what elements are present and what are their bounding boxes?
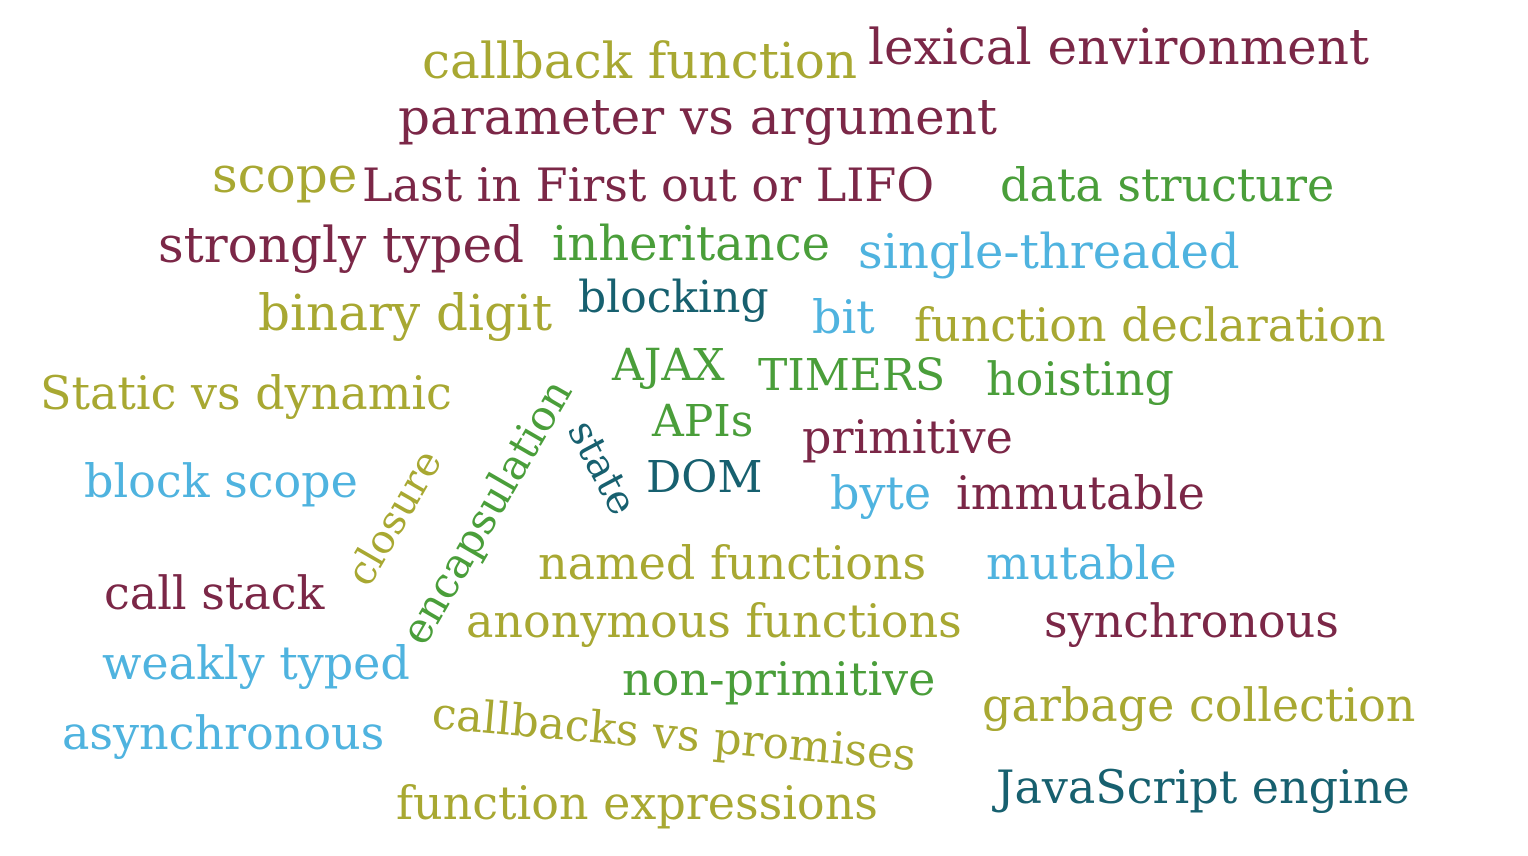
word-function-expressions: function expressions — [396, 776, 878, 830]
word-strongly-typed: strongly typed — [158, 216, 525, 274]
word-single-threaded: single-threaded — [858, 224, 1240, 280]
word-anonymous-functions: anonymous functions — [466, 594, 962, 648]
word-state: state — [558, 412, 646, 523]
word-static-vs-dynamic: Static vs dynamic — [40, 366, 452, 420]
word-ajax: AJAX — [612, 340, 725, 391]
word-synchronous: synchronous — [1044, 594, 1339, 648]
word-byte: byte — [830, 466, 932, 520]
word-binary-digit: binary digit — [258, 284, 553, 342]
word-hoisting: hoisting — [986, 352, 1174, 406]
word-call-stack: call stack — [104, 566, 325, 620]
word-lexical-environment: lexical environment — [868, 18, 1370, 76]
word-data-structure: data structure — [1000, 158, 1335, 212]
word-block-scope: block scope — [84, 454, 358, 508]
word-named-functions: named functions — [538, 536, 927, 590]
word-immutable: immutable — [956, 466, 1205, 520]
word-timers: TIMERS — [758, 350, 946, 401]
word-blocking: blocking — [578, 272, 769, 323]
word-last-in-first-out: Last in First out or LIFO — [362, 158, 935, 212]
word-scope: scope — [212, 146, 358, 204]
word-javascript-engine: JavaScript engine — [996, 760, 1410, 814]
word-callback-function: callback function — [422, 32, 858, 90]
word-function-declaration: function declaration — [914, 298, 1386, 352]
word-inheritance: inheritance — [552, 216, 830, 272]
word-non-primitive: non-primitive — [622, 652, 936, 706]
word-primitive: primitive — [802, 410, 1013, 464]
word-bit: bit — [812, 290, 875, 344]
word-dom: DOM — [646, 452, 763, 503]
word-parameter-vs-argument: parameter vs argument — [398, 88, 998, 146]
word-asynchronous: asynchronous — [62, 706, 385, 760]
word-mutable: mutable — [986, 536, 1177, 590]
word-weakly-typed: weakly typed — [102, 636, 410, 690]
word-garbage-collection: garbage collection — [982, 678, 1416, 732]
word-apis: APIs — [652, 396, 754, 447]
